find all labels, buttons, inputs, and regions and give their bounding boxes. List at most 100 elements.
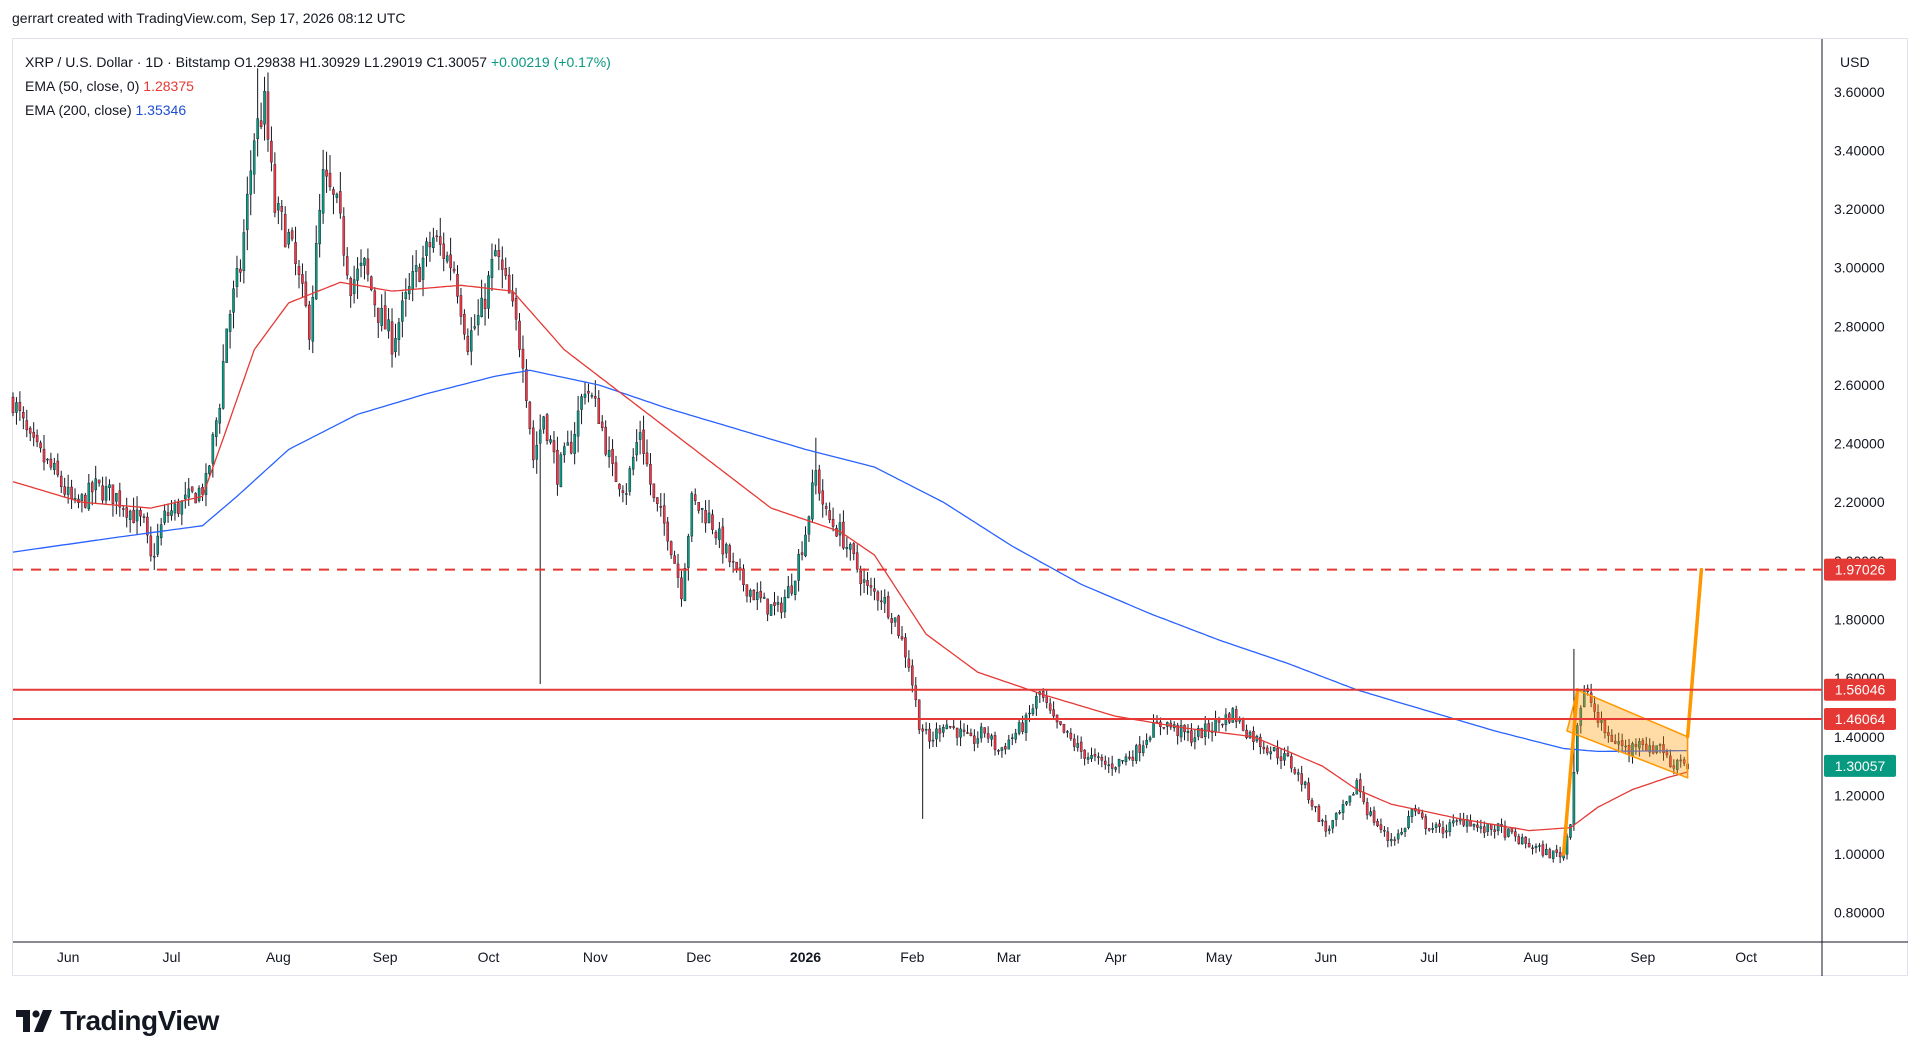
candle-body	[828, 510, 831, 520]
candle-body	[1600, 720, 1603, 723]
ema200-row[interactable]: EMA (200, close) 1.35346	[25, 98, 611, 122]
candle-body	[1538, 845, 1541, 847]
candle-body	[1090, 755, 1093, 759]
ema200-line	[12, 369, 1688, 753]
candle-body	[1014, 732, 1017, 740]
ema200-label[interactable]: EMA (200, close)	[25, 102, 132, 118]
candle-body	[935, 728, 938, 740]
candle-body	[928, 728, 931, 742]
candle-body	[1348, 795, 1352, 803]
candle-body	[1369, 811, 1372, 816]
candle-body	[528, 401, 532, 429]
candle-body	[1555, 849, 1558, 853]
price-level-label: 1.56046	[1835, 682, 1886, 698]
candle-body	[1214, 719, 1217, 733]
change-value: +0.00219 (+0.17%)	[490, 54, 611, 70]
candle-body	[173, 503, 177, 514]
candle-body	[538, 429, 542, 444]
candle-body	[201, 486, 204, 495]
currency-button[interactable]: USD	[1840, 54, 1870, 70]
candle-body	[1527, 843, 1531, 848]
candle-body	[339, 191, 342, 214]
candle-body	[115, 493, 118, 502]
candle-body	[1421, 812, 1424, 818]
candle-body	[1021, 722, 1024, 732]
candle-body	[1503, 825, 1507, 838]
candle-body	[287, 232, 290, 245]
x-tick-label: Aug	[1524, 949, 1549, 965]
candle-body	[1682, 759, 1686, 764]
candle-body	[349, 278, 352, 297]
x-tick-label: Jul	[1420, 949, 1438, 965]
candle-body	[1572, 772, 1576, 825]
candle-body	[1641, 740, 1645, 746]
candle-body	[1307, 782, 1310, 801]
candle-body	[1624, 745, 1627, 748]
candle-body	[1569, 824, 1572, 838]
candle-body	[1079, 741, 1083, 752]
candle-body	[1341, 804, 1345, 813]
price-level-tag	[1824, 707, 1896, 730]
candle-body	[125, 507, 128, 518]
candle-body	[1472, 824, 1476, 827]
candle-body	[721, 526, 725, 555]
candle-body	[53, 463, 56, 470]
candle-body	[1651, 745, 1655, 754]
candle-body	[1283, 753, 1286, 761]
candle-body	[818, 469, 821, 494]
candle-body	[1052, 709, 1055, 717]
candle-body	[797, 554, 800, 581]
candle-body	[1438, 823, 1441, 827]
candle-body	[569, 441, 573, 454]
candle-body	[587, 390, 590, 394]
candle-body	[97, 479, 101, 484]
candle-body	[22, 411, 25, 419]
candle-body	[259, 120, 263, 127]
y-tick-label: 1.20000	[1834, 787, 1885, 803]
candle-body	[1010, 737, 1014, 739]
candle-body	[859, 570, 862, 585]
symbol-title[interactable]: XRP / U.S. Dollar · 1D · Bitstamp	[25, 54, 231, 70]
candle-body	[66, 486, 70, 495]
ema50-label[interactable]: EMA (50, close, 0)	[25, 78, 140, 94]
candle-body	[335, 193, 339, 198]
candle-body	[945, 724, 949, 729]
candle-body	[476, 315, 480, 326]
candle-body	[1221, 723, 1224, 726]
candle-body	[359, 262, 363, 266]
candle-body	[969, 732, 973, 737]
candle-body	[1241, 718, 1245, 731]
candle-body	[917, 699, 921, 730]
candle-body	[580, 396, 583, 410]
candle-body	[246, 193, 249, 230]
candle-body	[501, 259, 504, 270]
projection-line	[1561, 688, 1580, 856]
candle-body	[762, 596, 766, 599]
candle-body	[394, 338, 397, 353]
candle-body	[1524, 836, 1527, 844]
candle-body	[239, 268, 242, 273]
candle-body	[39, 442, 42, 449]
tradingview-logo[interactable]: TradingView	[16, 1005, 219, 1037]
candle-body	[700, 508, 704, 510]
candle-body	[470, 330, 473, 352]
candle-body	[814, 470, 818, 486]
candle-body	[1390, 839, 1393, 842]
candle-body	[190, 486, 194, 492]
candle-body	[80, 494, 84, 501]
candle-body	[635, 442, 638, 456]
candle-body	[576, 410, 580, 437]
ema50-row[interactable]: EMA (50, close, 0) 1.28375	[25, 74, 611, 98]
candle-body	[180, 500, 184, 515]
candle-body	[1452, 820, 1455, 824]
candle-body	[921, 728, 924, 732]
x-tick-label: Mar	[997, 949, 1021, 965]
y-tick-label: 2.20000	[1834, 494, 1885, 510]
candle-body	[869, 585, 873, 588]
candle-body	[383, 305, 387, 330]
candle-body	[266, 91, 270, 140]
candle-body	[1176, 725, 1179, 736]
candle-body	[1648, 745, 1651, 753]
candle-body	[1493, 829, 1496, 832]
